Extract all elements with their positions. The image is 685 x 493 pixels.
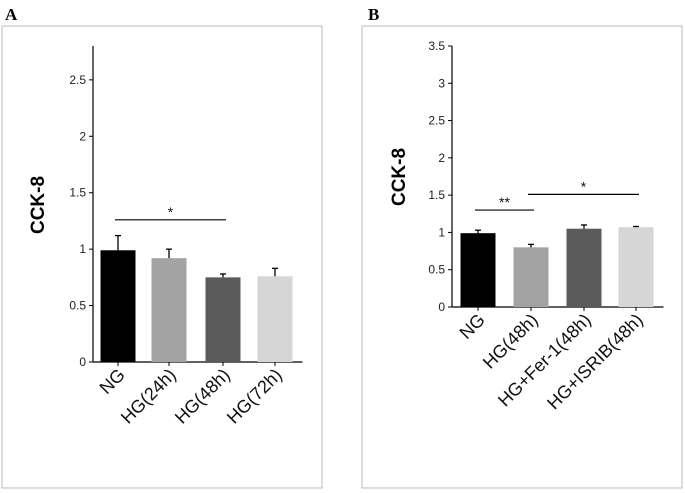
panel-a-ytick-label: 2.5 [69,73,86,87]
panel-a-ytick-label: 2 [79,129,86,143]
panel-b-bar [460,233,496,307]
panel-b-ytick-label: 1 [438,225,445,239]
panel-b-significance-label: ** [499,194,510,210]
panel-a-bar [151,258,187,362]
panel-a-ytick-label: 0 [79,355,86,369]
panel-b-letter: B [368,5,379,24]
panel-a-xtick-label: HG(72h) [223,365,286,428]
panel-b-ytick-label: 3.5 [428,39,445,53]
panel-b-ytick-label: 0.5 [428,263,445,277]
panel-b-bar [618,227,654,307]
panel-a-letter: A [5,5,18,24]
panel-b-ytick-label: 1.5 [428,188,445,202]
panel-a-xtick-label: HG(24h) [117,365,180,428]
panel-b-ytick-label: 0 [438,300,445,314]
panel-b-significance-label: * [581,178,587,194]
panel-b-ylabel: CCK-8 [389,148,410,206]
panel-a-bar [100,250,136,362]
panel-b-bar [513,247,549,307]
panel-a-ylabel: CCK-8 [28,176,49,234]
panel-b-ytick-label: 2.5 [428,114,445,128]
panel-b-frame [361,25,683,489]
panel-a-frame [1,25,323,489]
panel-b-bar [566,228,602,307]
panel-b-ytick-label: 3 [438,76,445,90]
panel-a-xtick-label: HG(48h) [171,365,234,428]
panel-b-xtick-label: HG+ISRIB(48h) [543,310,647,414]
panel-a-significance-label: * [168,204,174,220]
panel-a-ytick-label: 1 [79,242,86,256]
panel-b-xtick-label: NG [456,310,489,343]
panel-b-xtick-label: HG+Fer-1(48h) [494,310,595,411]
panel-a-bar [205,277,241,362]
panel-b-ytick-label: 2 [438,151,445,165]
panel-a-ytick-label: 1.5 [69,186,86,200]
panel-a-ytick-label: 0.5 [69,299,86,313]
panel-a-xtick-label: NG [96,365,129,398]
panel-a-bar [257,276,293,362]
panel-b-plot: 00.511.522.533.5NGHG(48h)HG+Fer-1(48h)HG… [428,39,664,414]
